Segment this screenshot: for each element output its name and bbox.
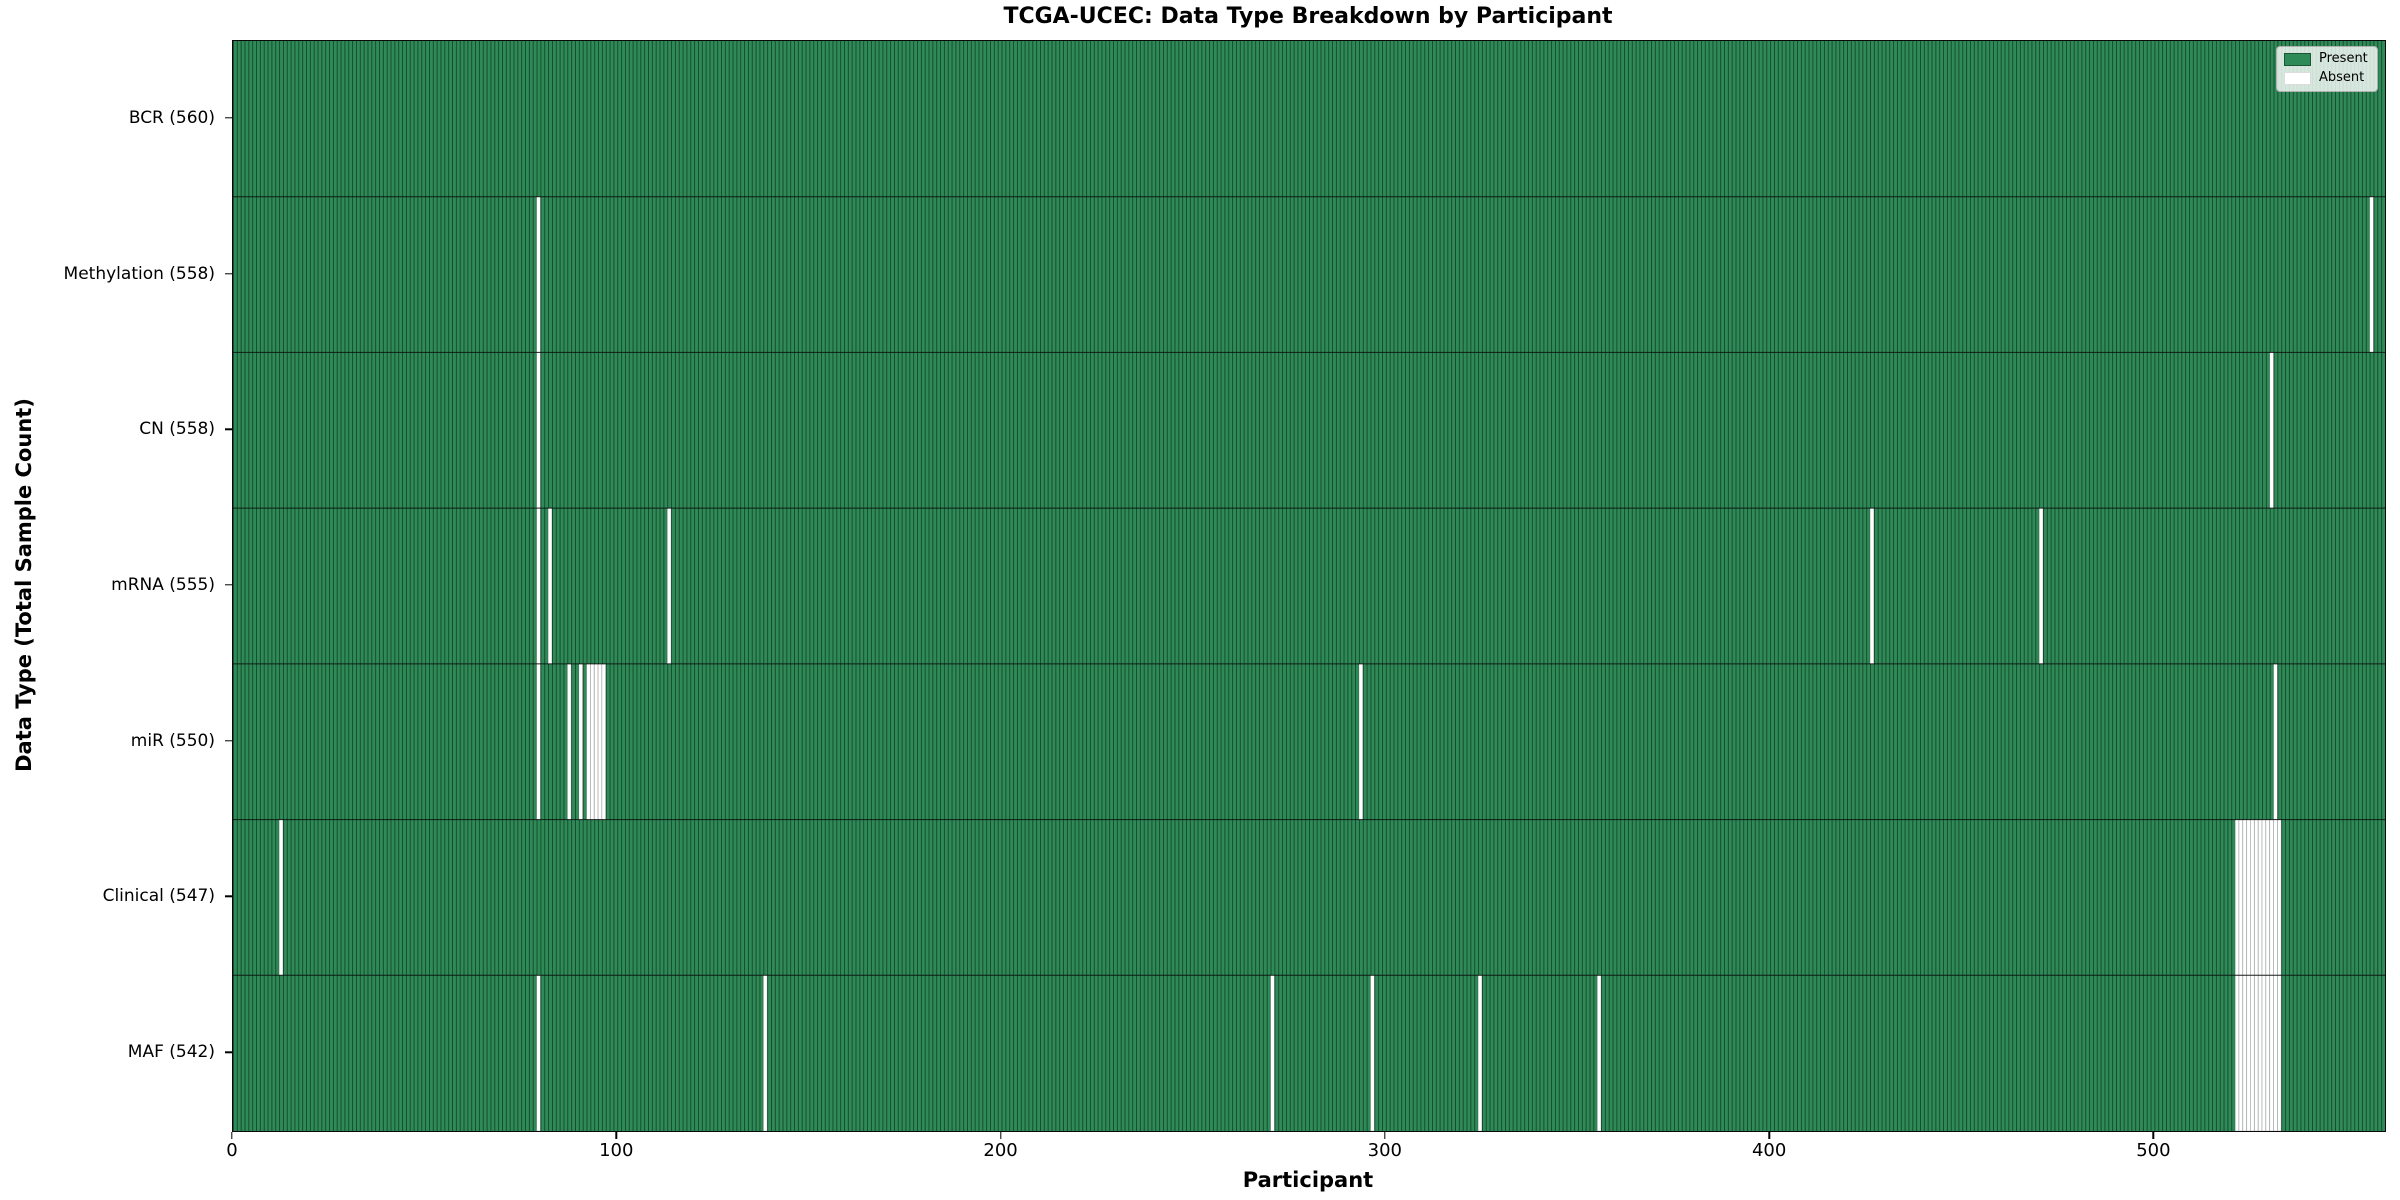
y-tick-mark xyxy=(225,428,232,430)
absent-cell xyxy=(589,663,595,820)
absent-cell xyxy=(1358,663,1364,820)
y-tick-label-bcr: BCR (560) xyxy=(128,107,215,128)
absent-cell xyxy=(2277,819,2282,976)
row-cn xyxy=(233,352,2385,509)
absent-cell xyxy=(2265,974,2271,1131)
row-clinical xyxy=(233,819,2385,976)
y-tick-mark xyxy=(225,895,232,898)
absent-cell xyxy=(2238,974,2244,1131)
y-tick-mark xyxy=(225,740,232,742)
absent-cell xyxy=(2273,974,2278,1131)
absent-cell xyxy=(762,974,768,1131)
absent-cell xyxy=(1477,974,1483,1131)
x-tick-mark xyxy=(2152,1132,2155,1139)
y-tick-label-mir: miR (550) xyxy=(130,730,215,751)
y-tick-label-cn: CN (558) xyxy=(139,419,215,440)
absent-cell xyxy=(2253,974,2259,1131)
absent-cell xyxy=(2250,819,2255,976)
absent-cell xyxy=(536,352,541,509)
x-tick-mark xyxy=(231,1132,233,1139)
row-mrna xyxy=(233,508,2385,664)
absent-cell xyxy=(666,507,672,665)
absent-cell xyxy=(578,663,584,820)
absent-cell xyxy=(2269,352,2274,509)
row-bcr xyxy=(233,41,2385,197)
present-swatch-icon xyxy=(2284,52,2311,66)
plot-area xyxy=(232,40,2386,1132)
absent-cell xyxy=(2257,819,2263,976)
absent-cell xyxy=(2257,974,2263,1131)
y-tick-mark xyxy=(225,117,232,119)
absent-cell xyxy=(536,507,541,665)
row-mir xyxy=(233,663,2385,820)
x-tick-mark xyxy=(615,1132,617,1139)
absent-cell xyxy=(1270,974,1275,1131)
x-tick-label: 0 xyxy=(226,1140,238,1161)
absent-cell xyxy=(597,663,603,820)
absent-cell xyxy=(278,819,284,976)
absent-cell xyxy=(2261,819,2267,976)
x-tick-mark xyxy=(999,1132,1002,1139)
absent-cell xyxy=(2234,819,2240,976)
row-methylation xyxy=(233,196,2385,353)
legend-entry-absent: Absent xyxy=(2284,71,2368,85)
y-tick-label-mrna: mRNA (555) xyxy=(111,575,215,595)
absent-cell xyxy=(536,663,541,820)
absent-cell xyxy=(2250,974,2255,1131)
x-tick-label: 100 xyxy=(599,1140,634,1161)
absent-cell xyxy=(2369,196,2374,353)
absent-cell xyxy=(2242,819,2248,976)
absent-cell xyxy=(2038,507,2044,665)
absent-cell xyxy=(2269,974,2274,1131)
absent-cell xyxy=(1596,974,1602,1131)
absent-cell xyxy=(593,663,599,820)
absent-cell xyxy=(2273,819,2278,976)
absent-cell xyxy=(566,663,572,820)
x-axis-label: Participant xyxy=(1242,1168,1374,1192)
absent-cell xyxy=(1370,974,1375,1131)
absent-cell xyxy=(547,507,553,665)
y-tick-label-clinical: Clinical (547) xyxy=(102,886,215,907)
absent-cell xyxy=(2246,819,2251,976)
absent-cell xyxy=(586,663,591,820)
absent-cell xyxy=(601,663,607,820)
absent-cell xyxy=(2269,819,2274,976)
chart-title: TCGA-UCEC: Data Type Breakdown by Partic… xyxy=(1003,4,1613,29)
x-tick-label: 500 xyxy=(2136,1140,2171,1161)
row-maf xyxy=(233,975,2385,1131)
x-tick-label: 200 xyxy=(983,1140,1018,1161)
y-tick-label-maf: MAF (542) xyxy=(127,1042,215,1063)
absent-cell xyxy=(536,974,541,1131)
y-tick-mark xyxy=(225,584,232,586)
absent-cell xyxy=(2238,819,2244,976)
absent-cell xyxy=(2234,974,2240,1131)
legend-entry-present: Present xyxy=(2284,52,2368,66)
legend-label-absent: Absent xyxy=(2319,70,2365,85)
absent-cell xyxy=(2265,819,2271,976)
absent-cell xyxy=(2261,974,2267,1131)
y-tick-mark xyxy=(225,1051,232,1053)
absent-swatch-icon xyxy=(2284,71,2311,85)
y-tick-label-methylation: Methylation (558) xyxy=(63,263,215,284)
presence-matrix xyxy=(233,41,2385,1131)
absent-cell xyxy=(2277,974,2282,1131)
x-tick-mark xyxy=(1768,1132,1770,1139)
legend: Present Absent xyxy=(2276,46,2378,92)
y-tick-mark xyxy=(225,272,232,275)
absent-cell xyxy=(1869,507,1875,665)
absent-cell xyxy=(2273,663,2278,820)
x-tick-mark xyxy=(1384,1132,1386,1139)
absent-cell xyxy=(536,196,541,353)
absent-cell xyxy=(2253,819,2259,976)
absent-cell xyxy=(2242,974,2248,1131)
absent-cell xyxy=(2246,974,2251,1131)
legend-label-present: Present xyxy=(2319,51,2368,66)
x-tick-label: 400 xyxy=(1751,1140,1787,1161)
x-tick-label: 300 xyxy=(1367,1140,1403,1161)
